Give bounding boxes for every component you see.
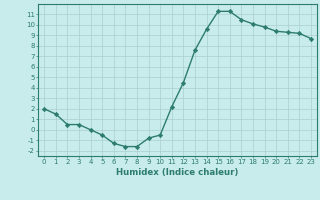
X-axis label: Humidex (Indice chaleur): Humidex (Indice chaleur) [116,168,239,177]
